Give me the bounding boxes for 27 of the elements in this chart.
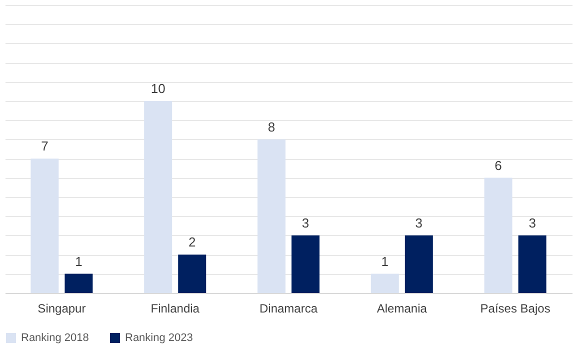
bar xyxy=(484,178,512,293)
bar xyxy=(64,274,93,293)
bar xyxy=(257,139,286,293)
data-label: 8 xyxy=(268,119,276,134)
bar xyxy=(178,254,206,293)
data-label: 1 xyxy=(381,254,389,269)
x-tick-label: Dinamarca xyxy=(259,302,318,316)
data-label: 1 xyxy=(75,254,82,269)
x-tick-label: Finlandia xyxy=(150,302,200,316)
bar xyxy=(370,274,399,293)
x-tick-label: Países Bajos xyxy=(480,302,550,316)
legend-label: Ranking 2023 xyxy=(125,332,193,344)
bar xyxy=(292,235,320,293)
data-label: 2 xyxy=(188,234,196,250)
x-tick-label: Singapur xyxy=(38,302,86,316)
bar xyxy=(518,235,546,293)
legend-label: Ranking 2018 xyxy=(21,332,89,344)
data-label: 3 xyxy=(415,215,423,230)
data-label: 7 xyxy=(41,138,48,154)
data-label: 10 xyxy=(150,81,166,96)
data-label: 3 xyxy=(528,215,536,230)
bar xyxy=(144,101,172,293)
bar xyxy=(30,158,59,293)
data-label: 6 xyxy=(494,158,502,173)
x-tick-label: Alemania xyxy=(376,302,428,316)
data-label: 3 xyxy=(302,215,310,230)
bar xyxy=(404,235,433,293)
